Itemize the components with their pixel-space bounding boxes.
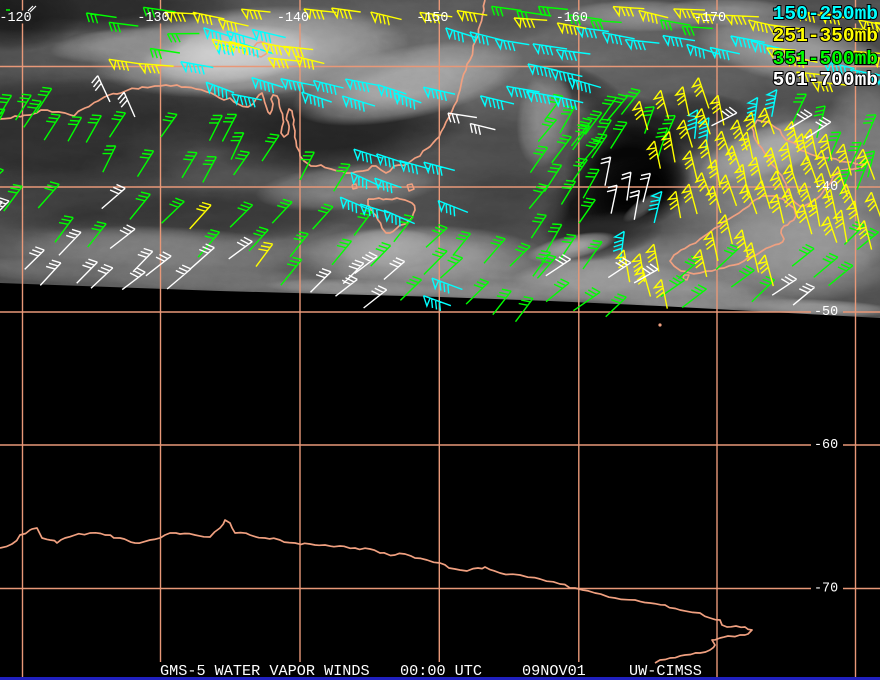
svg-text:-160: -160 [556, 11, 588, 26]
svg-text:-120: -120 [0, 11, 32, 26]
svg-text:UW-CIMSS: UW-CIMSS [629, 662, 702, 680]
svg-text:00:00 UTC: 00:00 UTC [400, 662, 482, 680]
svg-text:251-350mb: 251-350mb [773, 25, 878, 47]
svg-text:351-500mb: 351-500mb [773, 48, 878, 70]
svg-text:-70: -70 [814, 581, 838, 596]
svg-text:-140: -140 [277, 11, 309, 26]
svg-text:150-250mb: 150-250mb [773, 3, 878, 25]
svg-text:-40: -40 [814, 180, 838, 195]
svg-text:-60: -60 [814, 438, 838, 453]
svg-text:-150: -150 [416, 11, 448, 26]
svg-text:501-700mb: 501-700mb [773, 69, 878, 91]
svg-text:-130: -130 [137, 11, 169, 26]
svg-text:GMS-5 WATER VAPOR WINDS: GMS-5 WATER VAPOR WINDS [160, 662, 370, 680]
svg-text:-50: -50 [814, 305, 838, 320]
svg-text:09NOV01: 09NOV01 [522, 662, 586, 680]
svg-text:-170: -170 [694, 11, 726, 26]
